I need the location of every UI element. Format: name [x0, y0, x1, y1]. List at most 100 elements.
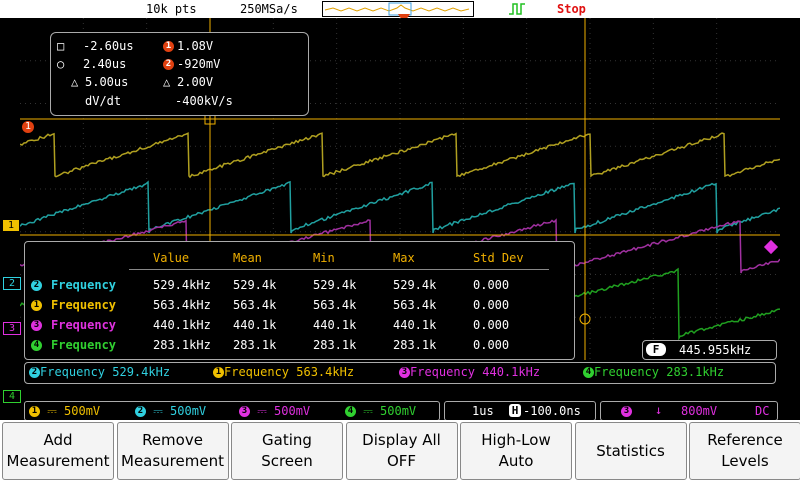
softkey-label-line2: Measurement: [6, 452, 110, 470]
ch2-trace: [20, 180, 780, 234]
softkey-label-line1: Remove: [142, 431, 203, 449]
timebase-scale: 1us: [472, 404, 494, 418]
channel-scale-value: 500mV: [64, 404, 101, 418]
softkey-4[interactable]: Display All OFF: [345, 422, 458, 480]
trigger-edge-icon: [509, 3, 525, 15]
measurement-min: 283.1k: [313, 338, 357, 352]
meas-bar-item[interactable]: 3 Frequency 440.1kHz: [399, 365, 540, 379]
channel-badge: 2: [29, 367, 40, 378]
col-header-max: Max: [393, 251, 415, 265]
meas-bar-item[interactable]: 4 Frequency 283.1kHz: [583, 365, 724, 379]
sample-rate: 250MSa/s: [240, 2, 298, 16]
cursor-bx-value: 2.40us: [83, 57, 127, 71]
col-header-value: Value: [153, 251, 190, 265]
softkey-label-line1: High-Low: [481, 431, 551, 449]
measurement-min: 529.4k: [313, 278, 357, 292]
channel-scale-value: 500mV: [274, 404, 311, 418]
channel-scale-value: 500mV: [380, 404, 417, 418]
measurement-max: 529.4k: [393, 278, 437, 292]
meas-bar-text: Frequency 529.4kHz: [40, 365, 171, 379]
frequency-counter[interactable]: F 445.955kHz: [642, 340, 777, 360]
measurement-name: Frequency: [51, 278, 117, 292]
ch1-offset-marker[interactable]: 1: [3, 220, 19, 231]
channel-badge: 3: [399, 367, 410, 378]
measurement-max: 440.1k: [393, 318, 437, 332]
channel-badge: 4: [31, 340, 42, 351]
measurement-statistics-table: Value Mean Min Max Std Dev 2 Frequency 529…: [24, 241, 575, 360]
softkey-1[interactable]: Add Measurement: [2, 422, 114, 480]
falling-edge-icon: ↓: [655, 403, 663, 417]
cursor-dx-value: 5.00us: [85, 75, 129, 89]
ch1-scale[interactable]: 1 ⎓ 500mV: [29, 404, 100, 419]
measurement-value: 563.4kHz: [153, 298, 211, 312]
trigger-coupling: DC: [755, 404, 770, 418]
channel-badge: 4: [345, 406, 356, 417]
channel-badge: 2: [31, 280, 42, 291]
cursor-by-icon: 2: [163, 57, 174, 71]
channel-badge: 3: [31, 320, 42, 331]
measurement-bar[interactable]: 2 Frequency 529.4kHz 1 Frequency 563.4kHz 3 F…: [24, 362, 776, 384]
counter-value: 445.955kHz: [679, 343, 752, 357]
delta-y-icon: △: [163, 75, 171, 89]
measurement-mean: 529.4k: [233, 278, 277, 292]
ch2-offset-marker[interactable]: 2: [3, 277, 21, 290]
softkey-7[interactable]: Reference Levels: [689, 422, 800, 480]
channel-badge: 1: [213, 367, 224, 378]
softkey-label-line2: Levels: [721, 452, 769, 470]
ch4-offset-marker[interactable]: 4: [3, 390, 21, 403]
timebase-box[interactable]: 1us H -100.0ns: [444, 401, 596, 421]
softkey-3[interactable]: Gating Screen: [231, 422, 343, 480]
horizontal-position: -100.0ns: [523, 404, 581, 418]
header-divider: [129, 269, 549, 270]
run-stop-status[interactable]: Stop: [557, 2, 586, 16]
measurement-std: 0.000: [473, 278, 510, 292]
cursor-ay-value: 1.08V: [177, 39, 214, 53]
channel-badge: 2: [135, 406, 146, 417]
softkey-5[interactable]: High-Low Auto: [460, 422, 572, 480]
meas-bar-text: Frequency 440.1kHz: [410, 365, 541, 379]
measurement-mean: 440.1k: [233, 318, 277, 332]
softkey-2[interactable]: Remove Measurement: [116, 422, 229, 480]
trigger-level: 800mV: [681, 404, 718, 418]
measurement-std: 0.000: [473, 298, 510, 312]
measurement-std: 0.000: [473, 318, 510, 332]
softkey-menu: Add Measurement Remove Measurement Gating Scr…: [0, 420, 800, 480]
softkey-label-line2: Measurement: [121, 452, 224, 470]
ch4-scale[interactable]: 4 ⎓ 500mV: [345, 404, 416, 419]
measurement-max: 563.4k: [393, 298, 437, 312]
softkey-label-line1: Display All: [362, 431, 441, 449]
dc-coupling-icon: ⎓: [146, 404, 171, 418]
cursor-by-value: -920mV: [177, 57, 221, 71]
meas-bar-item[interactable]: 2 Frequency 529.4kHz: [29, 365, 170, 379]
cursor-rate-name: dV/dt: [85, 94, 122, 108]
ch2-scale[interactable]: 2 ⎓ 500mV: [135, 404, 206, 419]
ch3-offset-marker[interactable]: 3: [3, 322, 21, 335]
col-header-mean: Mean: [233, 251, 262, 265]
ch3-scale[interactable]: 3 ⎓ 500mV: [239, 404, 310, 419]
dc-coupling-icon: ⎓: [356, 404, 381, 418]
trigger-box[interactable]: 3 ↓ 800mV DC: [600, 401, 778, 421]
cursor-ay-icon: 1: [163, 39, 174, 53]
softkey-label-line1: Add: [43, 431, 73, 449]
meas-bar-item[interactable]: 1 Frequency 563.4kHz: [213, 365, 354, 379]
trigger-source-icon: 3: [621, 404, 632, 418]
counter-icon: F: [646, 343, 666, 356]
delta-x-icon: △: [71, 75, 79, 89]
dc-coupling-icon: ⎓: [40, 404, 65, 418]
measurement-std: 0.000: [473, 338, 510, 352]
measurement-name: Frequency: [51, 338, 117, 352]
measurement-value: 529.4kHz: [153, 278, 211, 292]
cursor-rate-value: -400kV/s: [175, 94, 233, 108]
channel-badge: 1: [29, 406, 40, 417]
col-header-min: Min: [313, 251, 335, 265]
dc-coupling-icon: ⎓: [250, 404, 275, 418]
softkey-6[interactable]: Statistics: [574, 422, 687, 480]
cursor-ax-value: -2.60us: [83, 39, 134, 53]
channel-badge: 1: [31, 300, 42, 311]
cursor-dy-value: 2.00V: [177, 75, 214, 89]
horizontal-position-icon: H: [509, 404, 521, 417]
measurement-value: 440.1kHz: [153, 318, 211, 332]
softkey-label-line2: Auto: [498, 452, 534, 470]
measurement-name: Frequency: [51, 298, 117, 312]
softkey-label-line1: Reference: [707, 431, 783, 449]
